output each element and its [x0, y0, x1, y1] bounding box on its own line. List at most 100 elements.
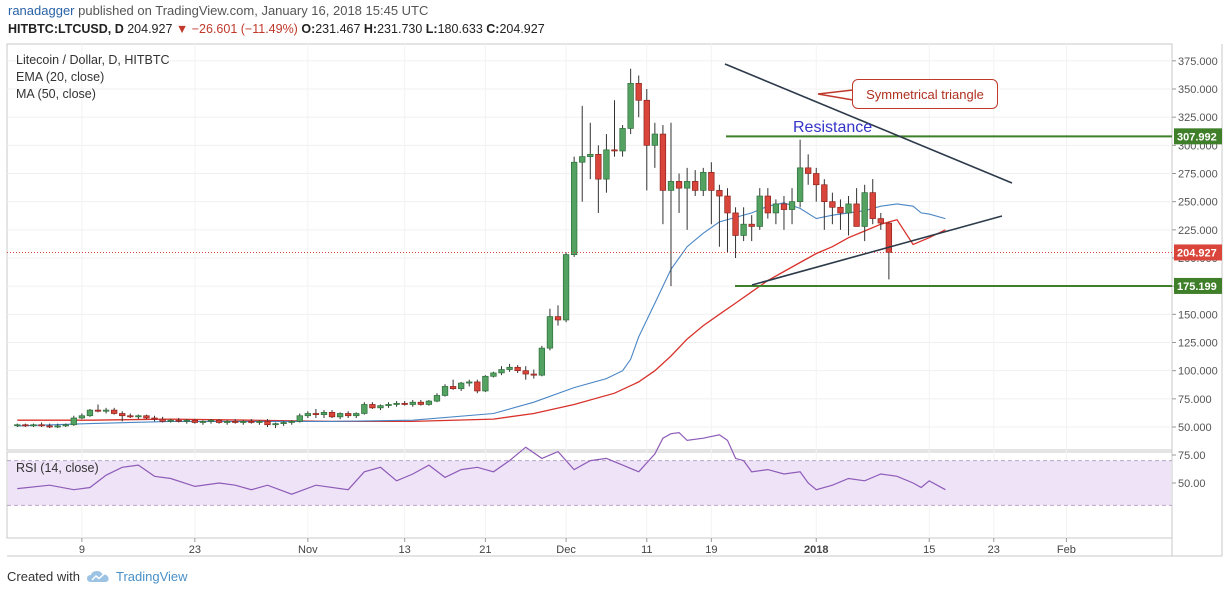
candle-body	[312, 413, 320, 415]
candle-body	[595, 153, 602, 180]
candle-body	[805, 167, 812, 174]
candle-body	[320, 412, 328, 415]
candle-body	[667, 181, 675, 191]
created-with-text: Created with	[7, 569, 80, 584]
symmetrical-triangle-callout[interactable]: Symmetrical triangle	[852, 79, 998, 109]
candle-body	[643, 99, 650, 146]
candle-body	[772, 203, 780, 214]
candle-body	[54, 425, 61, 428]
triangle-upper-line[interactable]	[724, 63, 1013, 184]
candle-body	[700, 172, 707, 191]
candle-body	[336, 413, 344, 418]
candle-body	[385, 404, 392, 406]
candle-body	[393, 402, 400, 405]
candle-body	[530, 373, 537, 376]
candle-body	[183, 419, 190, 422]
candle-body	[587, 153, 594, 157]
author-link[interactable]: ranadagger	[8, 3, 75, 18]
candle-body	[30, 424, 37, 427]
candle-body	[401, 402, 408, 405]
candle-body	[813, 173, 820, 186]
candle-body	[885, 222, 893, 253]
down-arrow-icon: ▼	[175, 22, 189, 36]
tradingview-cloud-icon	[86, 570, 109, 582]
price-pane[interactable]	[6, 43, 1173, 451]
price-tick-label: 250.000	[1178, 197, 1218, 209]
candle-body	[256, 421, 263, 423]
legend-ema: EMA (20, close)	[16, 70, 105, 84]
candle-body	[861, 192, 868, 227]
candle-body	[417, 401, 424, 405]
candle-body	[538, 347, 546, 376]
candle-body	[215, 419, 223, 423]
candle-body	[780, 203, 788, 210]
candle-body	[740, 223, 747, 236]
candle-body	[102, 409, 110, 412]
price-tick-label: 350.000	[1178, 84, 1218, 96]
candle-body	[829, 201, 836, 208]
price-tick-label: 125.000	[1178, 338, 1218, 350]
time-tick-label: 2018	[804, 544, 828, 556]
time-tick-label: 21	[479, 544, 491, 556]
candle-body	[619, 128, 626, 152]
candle-body	[143, 415, 150, 419]
candle-body	[506, 366, 513, 370]
price-tick-label: 75.000	[1178, 394, 1212, 406]
candle-body	[46, 425, 53, 428]
time-tick-label: 9	[79, 544, 85, 556]
candle-body	[692, 181, 699, 191]
candle-body	[304, 413, 311, 417]
time-tick-label: 23	[988, 544, 1000, 556]
candle-body	[845, 203, 852, 214]
time-tick-label: Nov	[298, 544, 318, 556]
candle-body	[296, 415, 303, 422]
candle-body	[514, 366, 521, 372]
open-value: 231.467	[315, 22, 361, 36]
candle-body	[651, 133, 658, 146]
high-label: H:	[363, 22, 378, 36]
footer: Created with TradingView	[7, 569, 188, 584]
legend-ma: MA (50, close)	[16, 87, 96, 101]
support-badge: 175.199	[1177, 281, 1217, 293]
candle-body	[683, 181, 691, 189]
time-tick-label: 15	[923, 544, 935, 556]
candle-body	[482, 375, 489, 392]
price-tick-label: 225.000	[1178, 225, 1218, 237]
candle-body	[288, 421, 295, 423]
candle-body	[280, 422, 287, 424]
price-change: −26.601 (−11.49%)	[191, 22, 298, 36]
candle-body	[837, 206, 844, 214]
candle-body	[127, 415, 134, 418]
high-value: 231.730	[377, 22, 423, 36]
candle-body	[62, 424, 69, 427]
candle-body	[151, 417, 158, 420]
candle-body	[821, 184, 828, 203]
candle-body	[474, 381, 481, 392]
candle-body	[522, 370, 529, 375]
candle-body	[135, 415, 142, 418]
candle-body	[635, 83, 642, 101]
candle-body	[716, 190, 723, 197]
candle-body	[788, 201, 796, 210]
candle-body	[659, 133, 667, 191]
triangle-lower-line[interactable]	[751, 215, 1003, 286]
tradingview-link[interactable]: TradingView	[115, 569, 188, 584]
candle-body	[248, 421, 255, 423]
last-price-badge: 204.927	[1177, 247, 1217, 259]
candle-body	[603, 149, 610, 180]
low-label: L:	[425, 22, 438, 36]
time-tick-label: Feb	[1057, 544, 1076, 556]
candle-body	[70, 417, 77, 426]
resistance-badge: 307.992	[1177, 131, 1217, 143]
candle-body	[732, 212, 739, 236]
legend-rsi: RSI (14, close)	[16, 461, 99, 475]
last-price: 204.927	[127, 22, 173, 36]
ohlc-header: HITBTC:LTCUSD, D 204.927 ▼ −26.601 (−11.…	[8, 22, 545, 36]
candle-body	[199, 421, 207, 423]
support-badge-bg	[1174, 277, 1222, 294]
candle-body	[869, 192, 876, 219]
candle-body	[409, 401, 416, 405]
candle-body	[611, 149, 618, 152]
price-tick-label: 325.000	[1178, 112, 1218, 124]
